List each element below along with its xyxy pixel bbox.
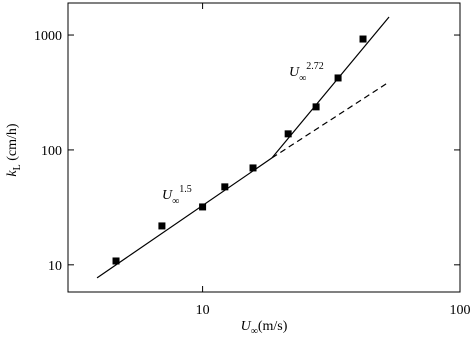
annotation-sup: 1.5 xyxy=(179,184,192,195)
fit-line xyxy=(96,157,273,279)
y-label-symbol: k xyxy=(5,170,20,177)
y-label-sub: L xyxy=(12,164,23,170)
y-tick-label: 1000 xyxy=(34,29,62,44)
fit-line xyxy=(271,81,390,159)
x-axis-label: U∞(m/s) xyxy=(241,319,288,337)
y-tick-label: 100 xyxy=(41,144,62,159)
annotation: U∞1.5 xyxy=(162,184,192,207)
data-point xyxy=(221,183,229,191)
x-tick-label: 100 xyxy=(450,303,471,318)
annotation: U∞2.72 xyxy=(289,61,324,84)
data-point xyxy=(158,222,166,230)
data-point xyxy=(334,74,342,82)
data-point xyxy=(284,130,292,138)
x-label-unit: (m/s) xyxy=(258,319,288,334)
data-point xyxy=(249,164,257,172)
annotation-sub: ∞ xyxy=(299,73,306,84)
y-tick-label: 10 xyxy=(48,259,62,274)
x-label-symbol: U xyxy=(241,319,252,334)
data-point xyxy=(199,203,207,211)
annotation-symbol: U xyxy=(289,65,300,80)
annotation-symbol: U xyxy=(162,188,173,203)
data-point xyxy=(359,35,367,43)
data-point xyxy=(112,257,120,265)
y-label-unit: (cm/h) xyxy=(5,123,20,164)
y-axis-label: kL (cm/h) xyxy=(5,123,23,176)
annotation-sub: ∞ xyxy=(172,196,179,207)
x-label-sub: ∞ xyxy=(251,326,258,337)
x-tick-label: 10 xyxy=(196,303,210,318)
data-point xyxy=(312,103,320,111)
plot-frame xyxy=(67,2,461,293)
annotation-sup: 2.72 xyxy=(306,61,324,72)
